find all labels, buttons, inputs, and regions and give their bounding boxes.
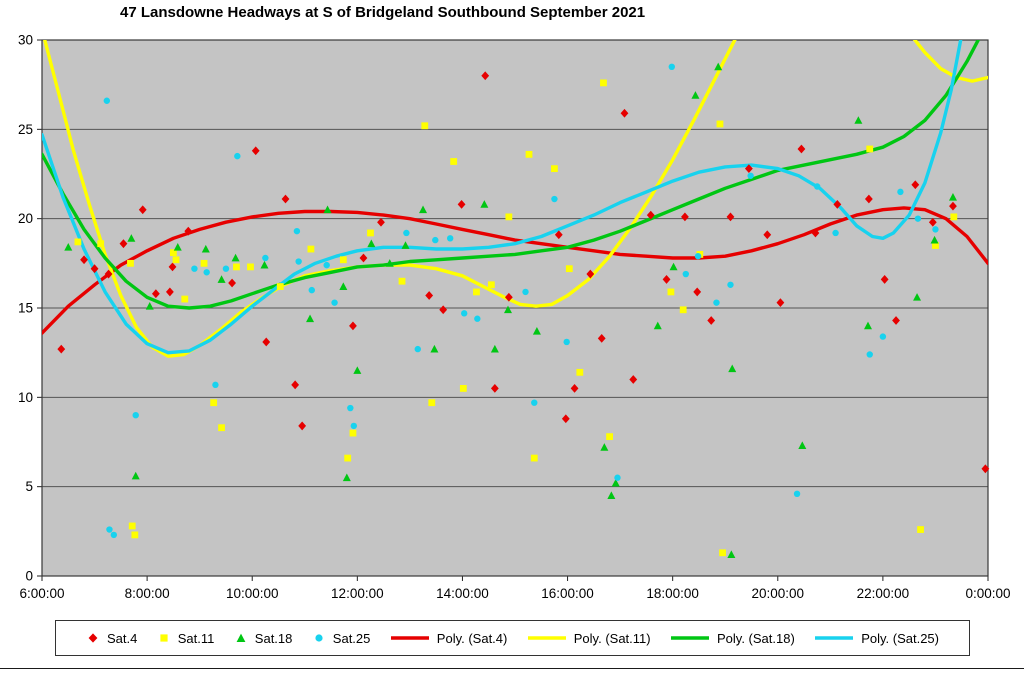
series-sat-25 <box>103 63 939 539</box>
y-axis-label-15: 15 <box>18 301 33 316</box>
y-axis-label-25: 25 <box>18 122 33 137</box>
trendline-poly-sat-18- <box>42 40 981 310</box>
trendlines-group <box>42 40 988 358</box>
legend-label: Poly. (Sat.11) <box>573 630 651 646</box>
x-axis-label-0:00:00: 0:00:00 <box>965 586 1010 601</box>
legend-marker-diamond-icon <box>88 633 98 643</box>
legend-label: Sat.25 <box>332 630 371 646</box>
x-axis-label-22:00:00: 22:00:00 <box>857 586 910 601</box>
legend-item-sat-4[interactable]: Sat.4 <box>86 631 137 646</box>
x-axis-label-8:00:00: 8:00:00 <box>125 586 170 601</box>
legend-item-sat-18[interactable]: Sat.18 <box>234 630 293 646</box>
series-sat-11 <box>74 79 958 557</box>
series-sat-18 <box>64 62 957 558</box>
trendline-poly-sat-4- <box>42 206 988 335</box>
x-axis-label-6:00:00: 6:00:00 <box>19 586 64 601</box>
y-axis-label-20: 20 <box>18 211 33 226</box>
y-axis-label-10: 10 <box>18 390 33 405</box>
legend-marker-triangle-icon <box>236 633 246 642</box>
legend-label: Sat.11 <box>177 630 215 646</box>
y-axis-label-30: 30 <box>18 33 33 48</box>
legend-item-poly-sat-11-[interactable]: Poly. (Sat.11) <box>527 631 651 646</box>
chart-legend: Sat.4 Sat.11 Sat.18 Sat.25 Poly. (Sat.4) Poly… <box>55 620 970 656</box>
series-sat-4 <box>57 71 990 474</box>
legend-label: Poly. (Sat.18) <box>717 630 795 646</box>
x-axis-label-18:00:00: 18:00:00 <box>646 586 699 601</box>
chart-canvas: 0 5 10 15 20 25 30 6:00:00 8:00:00 10:00:00 12:00:… <box>18 33 1011 602</box>
x-axis-label-10:00:00: 10:00:00 <box>226 586 279 601</box>
legend-label: Sat.18 <box>254 630 293 646</box>
x-axis-label-20:00:00: 20:00:00 <box>751 586 804 601</box>
x-axis-label-14:00:00: 14:00:00 <box>436 586 489 601</box>
legend-line-sat18 <box>671 636 709 640</box>
legend-line-sat25 <box>815 636 854 640</box>
legend-item-sat-11[interactable]: Sat.11 <box>157 630 215 646</box>
legend-item-poly-sat-18-[interactable]: Poly. (Sat.18) <box>670 631 795 646</box>
legend-label: Poly. (Sat.25) <box>861 630 939 646</box>
legend-marker-square-icon <box>160 634 168 642</box>
x-axis-label-16:00:00: 16:00:00 <box>541 586 594 601</box>
plot-border <box>41 39 989 577</box>
x-axis-label-12:00:00: 12:00:00 <box>331 586 384 601</box>
legend-label: Sat.4 <box>107 630 138 646</box>
trendline-poly-sat-25- <box>42 40 963 355</box>
y-axis-label-0: 0 <box>25 569 33 584</box>
legend-marker-circle-icon <box>315 634 323 642</box>
legend-line-sat4 <box>390 636 429 640</box>
legend-line-sat11 <box>527 636 566 640</box>
legend-item-sat-25[interactable]: Sat.25 <box>312 630 371 646</box>
page-bottom-divider <box>0 668 1024 669</box>
legend-item-poly-sat-25-[interactable]: Poly. (Sat.25) <box>814 631 939 646</box>
chart-title: 47 Lansdowne Headways at S of Bridgeland… <box>120 4 646 21</box>
legend-label: Poly. (Sat.4) <box>436 630 508 646</box>
y-axis-label-5: 5 <box>25 479 33 494</box>
legend-item-poly-sat-4-[interactable]: Poly. (Sat.4) <box>390 630 508 646</box>
